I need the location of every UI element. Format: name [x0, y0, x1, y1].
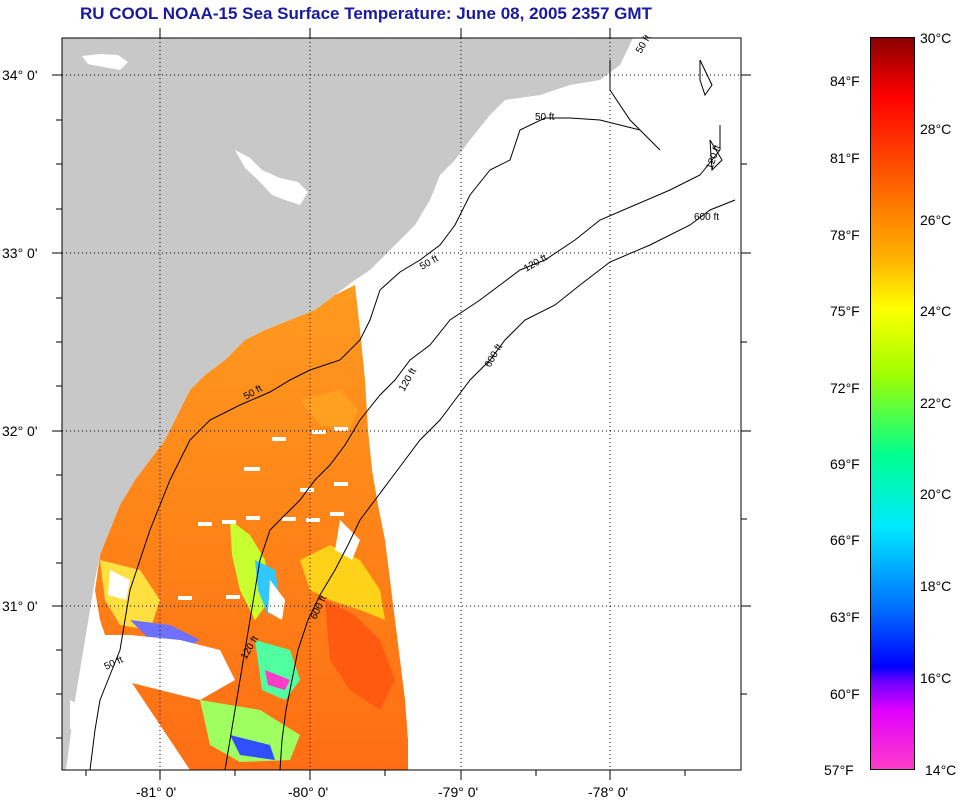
fahrenheit-label: 60°F — [830, 686, 860, 702]
contour-120ft — [224, 125, 721, 771]
celsius-label: 20°C — [920, 486, 952, 502]
fahrenheit-label: 57°F — [824, 762, 854, 778]
map-title: RU COOL NOAA-15 Sea Surface Temperature:… — [80, 4, 652, 23]
fahrenheit-label: 75°F — [830, 303, 860, 319]
contour-label: 600 ft — [694, 212, 719, 223]
contour-50ft — [89, 60, 661, 771]
longitude-label: -78° 0' — [588, 784, 628, 800]
celsius-label: 16°C — [920, 670, 952, 686]
fahrenheit-label: 81°F — [830, 150, 860, 166]
celsius-label: 14°C — [925, 762, 957, 778]
celsius-label: 30°C — [920, 30, 952, 46]
celsius-label: 28°C — [920, 121, 952, 137]
land-mass — [62, 38, 633, 770]
fahrenheit-label: 63°F — [830, 609, 860, 625]
fahrenheit-label: 84°F — [830, 73, 860, 89]
latitude-label: 33° 0' — [2, 245, 38, 261]
cloud-streaks — [95, 427, 360, 700]
longitude-label: -81° 0' — [136, 784, 176, 800]
fahrenheit-label: 78°F — [830, 227, 860, 243]
lakes-on-land — [70, 54, 308, 730]
temperature-colorbar — [870, 37, 915, 770]
contour-label: 50 ft — [535, 112, 555, 123]
fahrenheit-label: 72°F — [830, 380, 860, 396]
latitude-label: 31° 0' — [2, 598, 38, 614]
fahrenheit-label: 69°F — [830, 456, 860, 472]
celsius-label: 26°C — [920, 212, 952, 228]
latitude-label: 32° 0' — [2, 423, 38, 439]
map-frame — [61, 37, 742, 771]
latitude-label: 34° 0' — [2, 67, 38, 83]
celsius-label: 18°C — [920, 578, 952, 594]
celsius-label: 24°C — [920, 303, 952, 319]
contour-600ft — [279, 199, 736, 771]
celsius-label: 22°C — [920, 395, 952, 411]
fahrenheit-label: 66°F — [830, 532, 860, 548]
axis-ticks — [52, 28, 751, 780]
longitude-label: -80° 0' — [288, 784, 328, 800]
longitude-label: -79° 0' — [438, 784, 478, 800]
bathymetry-contours — [89, 59, 736, 771]
